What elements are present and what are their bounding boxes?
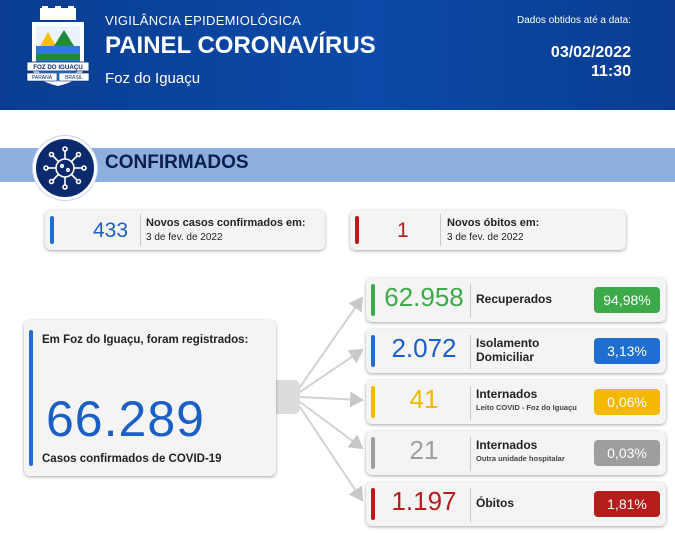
deaths-row: 1.197 Óbitos 1,81%	[366, 482, 666, 526]
page-title: PAINEL CORONAVÍRUS	[105, 32, 376, 59]
total-cases-value: 66.289	[46, 391, 205, 447]
new-deaths-label: Novos óbitos em:	[447, 217, 540, 229]
hospitalized-other-accent	[371, 437, 375, 469]
deaths-value: 1.197	[391, 486, 457, 516]
hospitalized-other-separator	[470, 437, 471, 471]
home-isolation-label: Isolamento Domiciliar	[476, 336, 540, 364]
hospitalized-other-value: 21	[409, 435, 439, 465]
total-cases-accent	[29, 330, 33, 466]
new-deaths-card: 1 Novos óbitos em: 3 de fev. de 2022	[350, 210, 626, 250]
new-cases-separator	[140, 214, 141, 246]
deaths-separator	[470, 488, 471, 522]
new-cases-date: 3 de fev. de 2022	[146, 232, 223, 243]
home-isolation-value: 2.072	[391, 333, 457, 363]
new-deaths-date: 3 de fev. de 2022	[447, 232, 524, 243]
hospitalized-foz-percent-badge: 0,06%	[594, 389, 660, 415]
section-bar	[0, 148, 675, 182]
recovered-value: 62.958	[384, 282, 464, 312]
recovered-accent	[371, 284, 375, 316]
new-cases-card: 433 Novos casos confirmados em: 3 de fev…	[45, 210, 325, 250]
section-title: CONFIRMADOS	[105, 152, 249, 173]
hospitalized-other-row: 21 Internados Outra unidade hospitalar 0…	[366, 431, 666, 475]
recovered-percent-badge: 94,98%	[594, 287, 660, 313]
total-cases-intro: Em Foz do Iguaçu, foram registrados:	[42, 334, 249, 346]
deaths-label: Óbitos	[476, 496, 514, 510]
city-crest-logo: FOZ DO IGUAÇU PARANÁ BRASIL	[26, 6, 90, 86]
total-cases-caption: Casos confirmados de COVID-19	[42, 453, 222, 465]
crest-left-text: PARANÁ	[32, 74, 53, 81]
hospitalized-foz-row: 41 Internados Leito COVID - Foz do Iguaç…	[366, 380, 666, 424]
header-city: Foz do Iguaçu	[105, 70, 201, 87]
hospitalized-foz-sublabel: Leito COVID - Foz do Iguaçu	[476, 403, 577, 412]
data-date: 03/02/2022	[550, 44, 631, 61]
crest-banner-text: FOZ DO IGUAÇU	[33, 64, 83, 71]
recovered-separator	[470, 284, 471, 318]
virus-icon	[33, 136, 97, 200]
data-time: 11:30	[590, 63, 631, 80]
new-cases-label: Novos casos confirmados em:	[146, 217, 306, 229]
hospitalized-foz-value: 41	[409, 384, 439, 414]
hospitalized-other-sublabel: Outra unidade hospitalar	[476, 454, 565, 463]
home-isolation-row: 2.072 Isolamento Domiciliar 3,13%	[366, 329, 666, 373]
header-subtitle: VIGILÂNCIA EPIDEMIOLÓGICA	[105, 13, 302, 28]
crest-right-text: BRASIL	[65, 75, 83, 81]
hospitalized-other-percent-badge: 0,03%	[594, 440, 660, 466]
hospitalized-foz-label: Internados	[476, 387, 538, 401]
total-cases-card: Em Foz do Iguaçu, foram registrados: 66.…	[24, 320, 276, 476]
deaths-percent-badge: 1,81%	[594, 491, 660, 517]
hospitalized-foz-separator	[470, 386, 471, 420]
new-cases-value: 433	[93, 219, 129, 242]
home-isolation-percent-badge: 3,13%	[594, 338, 660, 364]
new-deaths-separator	[440, 214, 441, 246]
hospitalized-other-label: Internados	[476, 438, 538, 452]
new-deaths-value: 1	[397, 219, 409, 242]
home-isolation-accent	[371, 335, 375, 367]
recovered-label: Recuperados	[476, 292, 553, 306]
home-isolation-separator	[470, 335, 471, 369]
hospitalized-foz-accent	[371, 386, 375, 418]
data-date-label: Dados obtidos até a data:	[517, 15, 631, 26]
new-cases-accent	[50, 216, 54, 244]
new-deaths-accent	[355, 216, 359, 244]
recovered-row: 62.958 Recuperados 94,98%	[366, 278, 666, 322]
deaths-accent	[371, 488, 375, 520]
header-banner: FOZ DO IGUAÇU PARANÁ BRASIL VIGILÂNCIA E…	[0, 0, 675, 110]
